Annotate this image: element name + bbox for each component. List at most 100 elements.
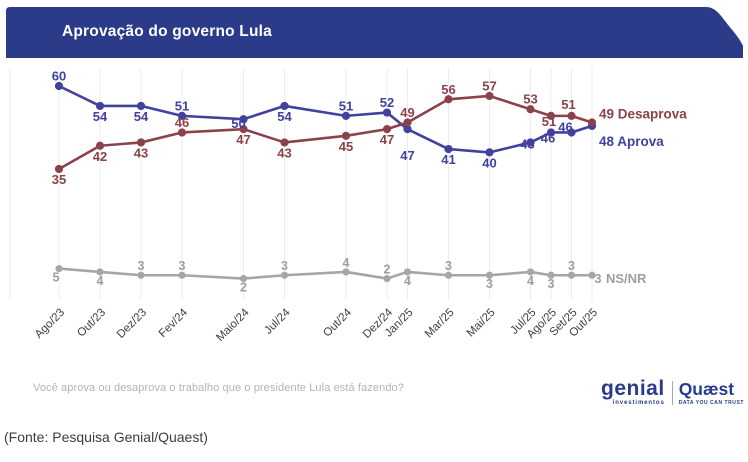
survey-question: Você aprova ou desaprova o trabalho que …: [33, 382, 404, 394]
value-label: 54: [277, 109, 292, 124]
data-point: [239, 115, 248, 124]
page-title: Aprovação do governo Lula: [62, 23, 272, 40]
value-label: 5: [53, 271, 60, 285]
data-point: [403, 125, 412, 134]
quaest-logo: Quæst DATA YOU CAN TRUST: [678, 379, 744, 406]
data-point: [588, 271, 596, 279]
value-label: 51: [175, 98, 189, 113]
x-axis-label: Out/24: [321, 306, 354, 339]
value-label: 35: [52, 172, 66, 187]
value-label: 3: [179, 259, 186, 273]
value-label: 2: [240, 281, 247, 295]
data-point: [526, 268, 535, 276]
logos: genial investimentos Quæst DATA YOU CAN …: [601, 377, 744, 406]
genial-tagline: investimentos: [612, 399, 665, 406]
data-point: [137, 271, 145, 279]
value-label: 45: [339, 139, 353, 154]
series-aprova: [54, 81, 597, 157]
data-point: [546, 128, 556, 137]
value-label: 3: [281, 259, 288, 273]
value-label: 2: [384, 263, 391, 277]
genial-logo: genial investimentos: [601, 377, 665, 406]
header-banner: [6, 7, 743, 58]
value-label: 51: [561, 97, 575, 112]
data-point: [403, 268, 412, 276]
value-label: 40: [482, 155, 496, 170]
value-label: 46: [175, 115, 189, 130]
data-point: [546, 111, 556, 120]
x-axis-label: Mar/25: [423, 307, 457, 341]
data-point: [444, 144, 453, 154]
value-label: 4: [527, 274, 534, 288]
value-label: 47: [380, 132, 394, 147]
data-point: [485, 271, 494, 279]
legend-label: NS/NR: [606, 271, 647, 286]
value-label: 60: [52, 69, 66, 84]
data-point: [403, 118, 412, 127]
value-label: 52: [380, 95, 394, 110]
x-axis-labels: Ago/23 Out/23 Dez/23 Fev/24 Maio/24 Jul/24 Out…: [33, 306, 600, 344]
source-note: (Fonte: Pesquisa Genial/Quaest): [4, 429, 208, 445]
value-label: 3: [548, 277, 555, 291]
data-point: [485, 91, 494, 101]
value-label: 3: [445, 259, 452, 273]
value-label: 47: [400, 148, 414, 163]
genial-wordmark: genial: [601, 377, 665, 400]
data-point: [239, 274, 248, 283]
data-point: [382, 125, 392, 134]
value-label: 54: [93, 109, 108, 124]
data-point: [136, 101, 146, 111]
data-point: [342, 268, 350, 276]
data-point: [383, 274, 391, 283]
legend: 49 Desaprova 48 Aprova NS/NR: [599, 107, 687, 287]
data-point: [567, 111, 576, 120]
data-point: [280, 101, 289, 111]
legend-label: 49 Desaprova: [599, 107, 687, 122]
value-label: 43: [134, 145, 148, 160]
data-point: [178, 271, 186, 279]
data-point: [177, 128, 187, 137]
value-label: 4: [97, 274, 104, 288]
value-label: 3: [568, 259, 575, 273]
data-point: [341, 111, 351, 120]
value-label: 57: [482, 78, 496, 93]
value-label: 43: [520, 136, 534, 151]
series-ns-nr: [55, 265, 596, 283]
x-axis-label: Maio/24: [214, 306, 252, 344]
data-point: [177, 111, 187, 120]
value-label: 51: [542, 114, 556, 129]
value-label: 3: [595, 272, 602, 286]
data-point: [55, 265, 63, 273]
banner-shape: [6, 7, 743, 58]
data-point: [95, 101, 105, 111]
value-label: 51: [339, 98, 353, 113]
value-label: 41: [441, 152, 455, 167]
data-point: [526, 105, 535, 114]
data-point: [382, 108, 392, 117]
data-point: [280, 271, 289, 279]
quaest-tagline: DATA YOU CAN TRUST: [678, 399, 744, 406]
value-label: 54: [134, 109, 149, 124]
x-axis-label: Out/23: [75, 307, 108, 340]
data-point: [54, 81, 64, 91]
data-point: [54, 164, 64, 174]
x-axis-label: Ago/23: [33, 307, 67, 341]
data-point: [567, 128, 576, 137]
x-axis-label: Dez/23: [115, 307, 149, 341]
value-label: 4: [404, 274, 411, 288]
data-point: [136, 138, 146, 147]
data-point: [239, 125, 248, 134]
data-point: [567, 271, 576, 279]
data-point: [96, 268, 104, 276]
data-point: [95, 141, 105, 150]
logo-divider: [671, 380, 673, 405]
quaest-wordmark: Quæst: [678, 379, 735, 400]
series-desaprova: [54, 91, 597, 174]
data-point: [485, 148, 494, 157]
value-label: 43: [277, 145, 291, 160]
data-point: [444, 271, 453, 279]
value-label: 46: [541, 130, 555, 145]
data-point: [526, 138, 535, 147]
